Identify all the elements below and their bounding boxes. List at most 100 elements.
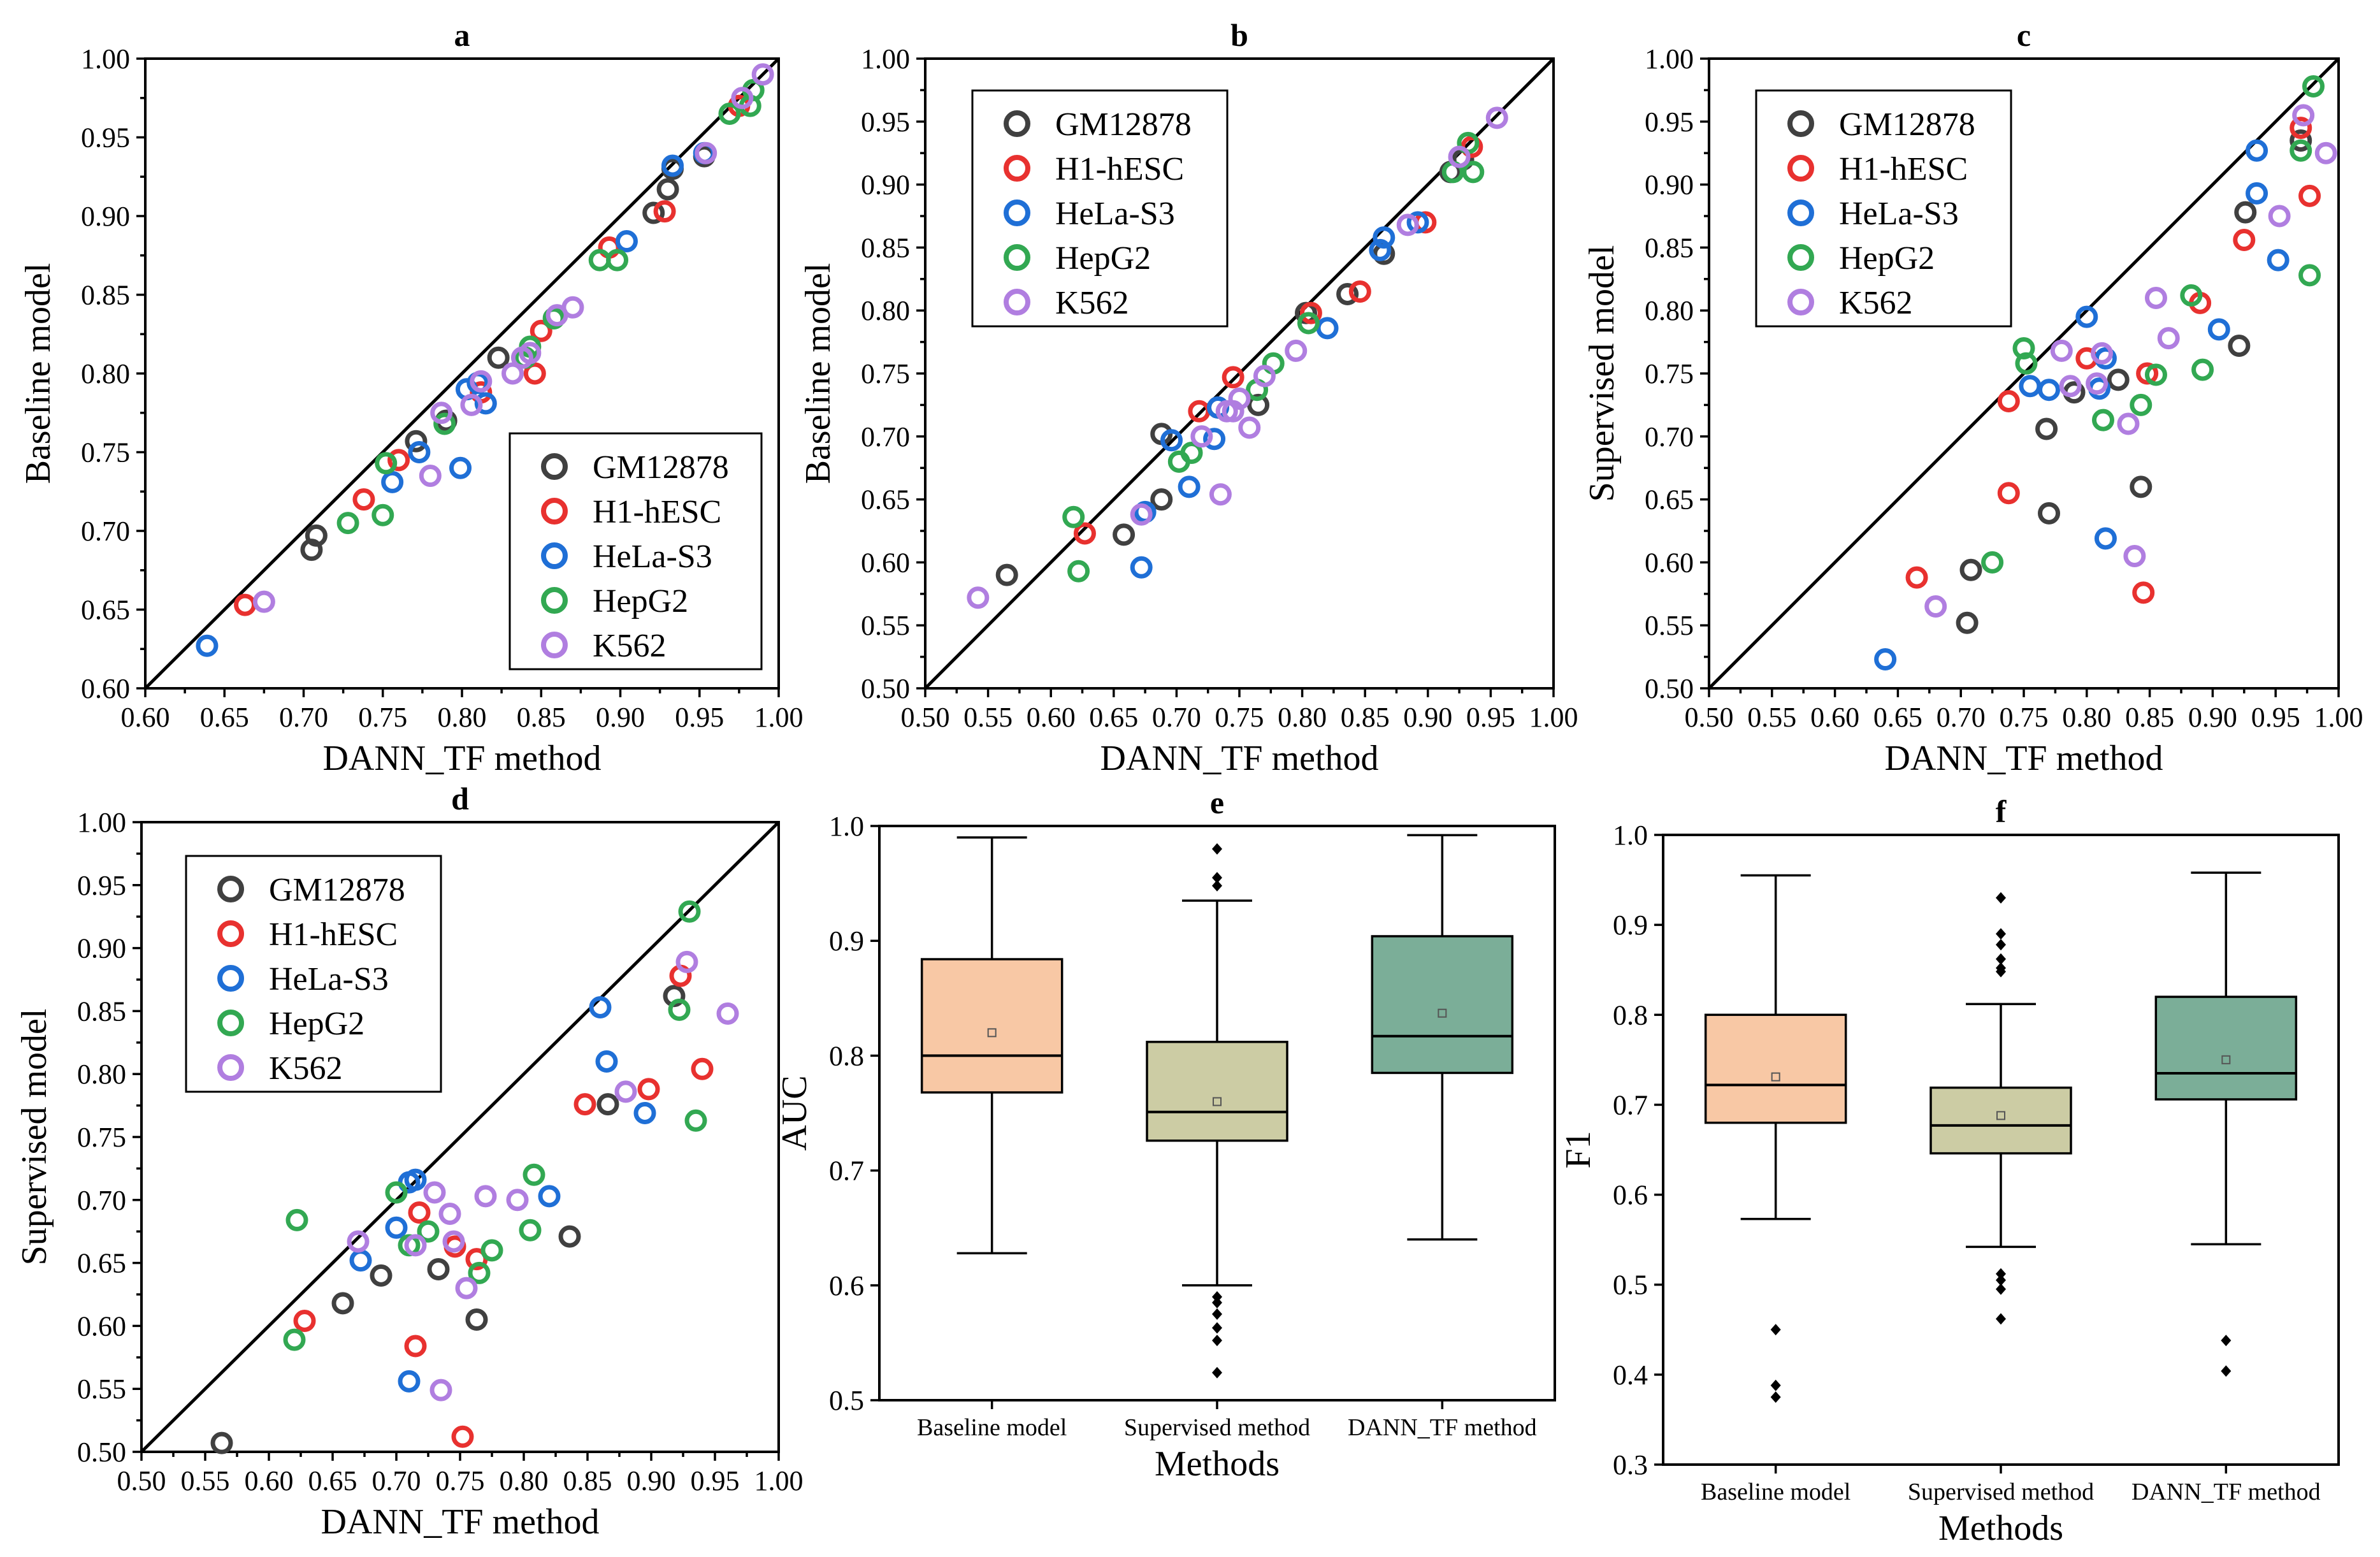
legend-label: H1-hESC [1839, 151, 1968, 187]
point-hela-s3 [1369, 238, 1392, 261]
point-hela-s3 [538, 1185, 561, 1208]
point-hepg2 [519, 1219, 542, 1242]
point-gm12878 [427, 1257, 450, 1280]
y-tick-label: 0.75 [81, 437, 130, 468]
y-axis-title: Supervised model [1582, 245, 1622, 502]
x-tick-label: 0.75 [2000, 702, 2049, 733]
y-tick-label: 0.75 [861, 358, 910, 389]
legend-label: HeLa-S3 [1055, 196, 1175, 232]
y-axis-title: Baseline model [18, 263, 58, 484]
legend-marker-h1-hesc [541, 498, 568, 525]
legend-marker-hepg2 [541, 587, 568, 614]
point-gm12878 [210, 1431, 233, 1454]
outlier-point [1770, 1324, 1781, 1336]
outlier-point [1212, 880, 1222, 892]
outlier-point [1212, 1322, 1222, 1334]
box-dann-tf-method [1371, 935, 1514, 1075]
x-tick-label: 0.70 [1152, 702, 1201, 733]
outlier-point [1996, 1274, 2006, 1286]
point-gm12878 [331, 1292, 354, 1315]
y-tick-label: 0.55 [77, 1373, 126, 1405]
point-k562 [716, 1002, 739, 1025]
point-hepg2 [2302, 75, 2325, 98]
y-tick-label: 0.65 [1645, 484, 1694, 516]
point-h1-hesc [1188, 400, 1211, 423]
x-tick-label: 0.60 [121, 702, 170, 733]
point-hepg2 [285, 1208, 308, 1231]
y-tick-label: 0.65 [861, 484, 910, 516]
y-tick-label: 0.9 [1613, 909, 1648, 941]
legend-box [508, 432, 763, 670]
y-tick-label: 0.9 [829, 925, 864, 957]
x-tick-label: 0.75 [1215, 702, 1264, 733]
point-hepg2 [2290, 139, 2312, 162]
point-gm12878 [558, 1225, 581, 1248]
point-hepg2 [523, 1163, 545, 1186]
point-hepg2 [2298, 264, 2321, 287]
y-tick-label: 0.95 [81, 122, 130, 154]
mean-marker [2221, 1055, 2231, 1064]
point-hela-s3 [2094, 527, 2117, 550]
x-tick-label: 0.50 [1685, 702, 1734, 733]
point-hepg2 [2144, 363, 2167, 386]
point-hepg2 [2091, 409, 2114, 431]
point-h1-hesc [293, 1309, 316, 1332]
y-tick-label: 0.85 [81, 280, 130, 311]
point-k562 [2123, 545, 2146, 568]
point-k562 [1253, 365, 1276, 387]
point-hepg2 [1180, 441, 1203, 464]
x-tick-label: 0.60 [1027, 702, 1076, 733]
outlier-point [1770, 1391, 1781, 1403]
legend-marker-h1-hesc [1787, 155, 1814, 182]
legend-marker-hepg2 [1787, 244, 1814, 271]
legend-label: HepG2 [1839, 240, 1935, 277]
y-tick-label: 0.7 [1613, 1089, 1648, 1120]
y-tick-label: 0.50 [861, 673, 910, 704]
outlier-point [1212, 1366, 1222, 1379]
point-k562 [455, 1277, 478, 1300]
y-axis-title: AUC [775, 1075, 814, 1150]
point-h1-hesc [2233, 229, 2256, 252]
point-hepg2 [1067, 560, 1090, 583]
point-h1-hesc [1073, 522, 1096, 545]
legend-marker-hepg2 [1004, 244, 1030, 271]
y-tick-label: 0.85 [861, 232, 910, 263]
point-hepg2 [684, 1109, 707, 1132]
point-k562 [2144, 286, 2167, 309]
point-k562 [1130, 503, 1153, 526]
point-k562 [2117, 412, 2140, 435]
y-tick-label: 0.60 [81, 673, 130, 704]
x-axis-title: Methods [1938, 1509, 2063, 1548]
point-hepg2 [375, 452, 398, 475]
y-axis-title: F1 [1559, 1131, 1598, 1168]
outlier-point [1212, 1335, 1222, 1347]
point-h1-hesc [523, 362, 546, 385]
point-k562 [1448, 145, 1471, 168]
point-k562 [1396, 214, 1419, 236]
legend-marker-h1-hesc [1004, 155, 1030, 182]
point-k562 [2059, 375, 2082, 398]
mean-marker [1771, 1072, 1780, 1082]
y-axis-title: Supervised model [15, 1009, 54, 1266]
point-hepg2 [678, 900, 701, 923]
y-tick-label: 0.50 [77, 1437, 126, 1468]
x-tick-label: 0.85 [2125, 702, 2174, 733]
point-k562 [2091, 342, 2114, 365]
point-k562 [438, 1203, 461, 1226]
y-tick-label: 0.80 [81, 358, 130, 389]
y-tick-label: 0.70 [1645, 421, 1694, 453]
point-hela-s3 [2207, 318, 2230, 341]
mean-marker [987, 1028, 997, 1038]
y-tick-label: 0.8 [1613, 999, 1648, 1031]
point-hela-s3 [385, 1216, 408, 1239]
point-hepg2 [668, 998, 691, 1021]
point-hepg2 [1297, 312, 1320, 335]
point-k562 [1190, 425, 1213, 448]
legend-label: K562 [1055, 285, 1129, 321]
panel-title: d [451, 781, 469, 816]
legend-label: HeLa-S3 [593, 539, 712, 575]
mean-marker [1438, 1008, 1447, 1018]
point-k562 [2086, 372, 2109, 395]
legend-marker-k562 [1787, 289, 1814, 315]
box-supervised-method [1929, 1086, 2072, 1155]
